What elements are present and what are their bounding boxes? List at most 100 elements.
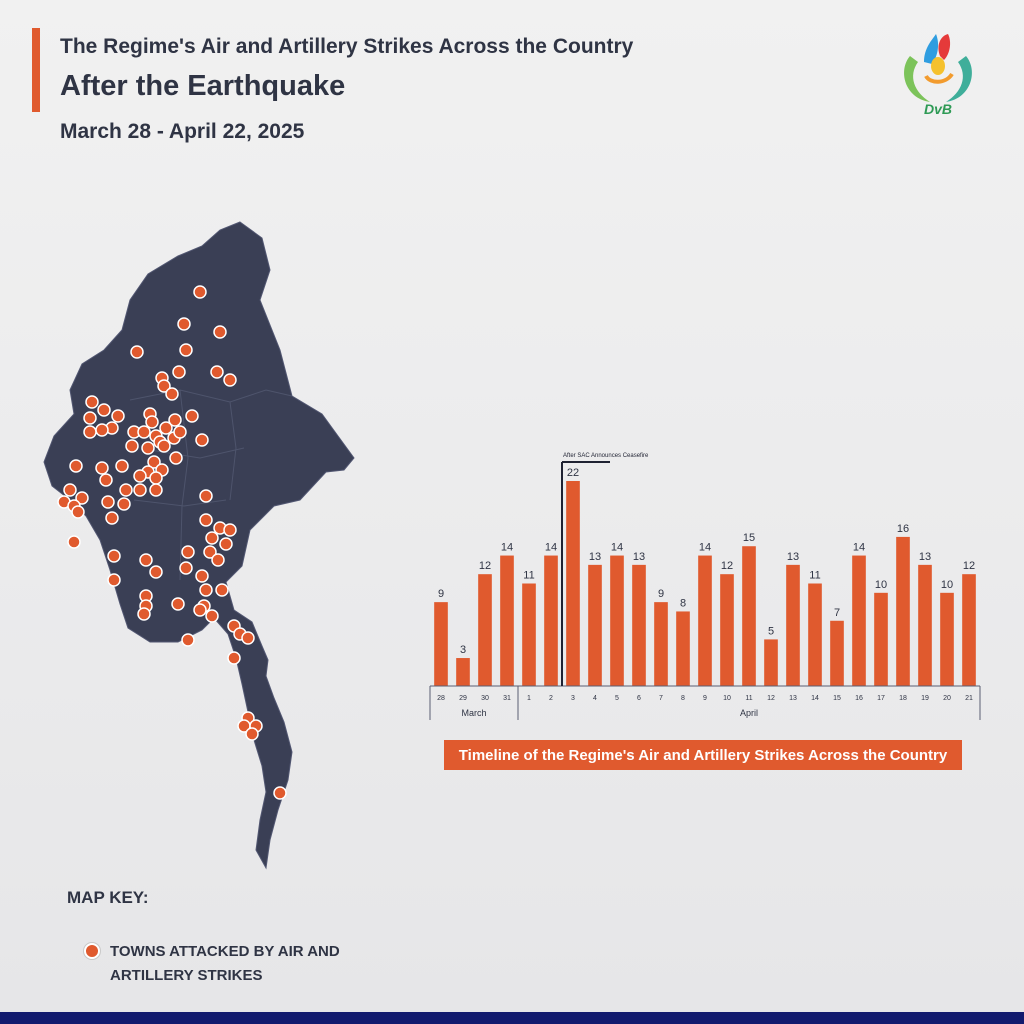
- value-label: 10: [941, 579, 953, 591]
- date-range: March 28 - April 22, 2025: [60, 120, 305, 143]
- town-marker: [85, 395, 99, 409]
- map-key-title: MAP KEY:: [67, 888, 149, 907]
- town-marker: [67, 535, 81, 549]
- tick-label: 3: [571, 695, 575, 702]
- town-marker: [185, 409, 199, 423]
- value-label: 14: [545, 542, 557, 554]
- ceasefire-annotation: After SAC Announces Ceasefire: [561, 453, 649, 686]
- value-label: 12: [479, 560, 491, 572]
- town-marker: [141, 441, 155, 455]
- tick-label: 28: [437, 695, 445, 702]
- town-marker: [75, 491, 89, 505]
- value-label: 5: [768, 625, 774, 637]
- bar-12: [764, 639, 778, 686]
- value-label: 16: [897, 523, 909, 535]
- bar-18: [896, 536, 910, 686]
- value-label: 14: [699, 542, 711, 554]
- town-marker: [177, 317, 191, 331]
- svg-text:DvB: DvB: [924, 101, 952, 117]
- value-label: 7: [834, 607, 840, 619]
- town-marker: [168, 413, 182, 427]
- town-marker: [157, 379, 171, 393]
- tick-label: 19: [921, 695, 929, 702]
- bars-group: [434, 481, 976, 686]
- town-marker: [149, 565, 163, 579]
- town-markers: [57, 285, 287, 800]
- town-marker: [117, 497, 131, 511]
- town-marker: [223, 373, 237, 387]
- bar-29: [456, 658, 470, 686]
- tick-label: 10: [723, 695, 731, 702]
- value-label: 13: [787, 551, 799, 563]
- tick-label: 9: [703, 695, 707, 702]
- town-marker: [273, 786, 287, 800]
- town-marker: [99, 473, 113, 487]
- town-marker: [195, 433, 209, 447]
- town-marker: [105, 511, 119, 525]
- bar-1: [522, 583, 536, 686]
- group-label: April: [740, 708, 758, 718]
- value-label: 9: [438, 588, 444, 600]
- value-label: 14: [853, 542, 865, 554]
- bar-11: [742, 546, 756, 686]
- tick-label: 12: [767, 695, 775, 702]
- town-marker: [133, 469, 147, 483]
- value-label: 9: [658, 588, 664, 600]
- title-line-1: The Regime's Air and Artillery Strikes A…: [60, 35, 634, 58]
- myanmar-map: [43, 221, 355, 870]
- bar-16: [852, 555, 866, 686]
- value-label: 13: [633, 551, 645, 563]
- bar-20: [940, 592, 954, 686]
- x-axis: 28 29 30 31 1 2 3 4 5 6 7 8 9 10 11 12 13 14 15 16 17 18 19 20 2…: [429, 685, 981, 720]
- town-marker: [159, 421, 173, 435]
- tick-label: 2: [549, 695, 553, 702]
- map-key-marker-icon: [84, 943, 100, 959]
- town-marker: [149, 471, 163, 485]
- town-marker: [157, 439, 171, 453]
- map-key-label: TOWNS ATTACKED BY AIR AND ARTILLERY STRI…: [110, 943, 340, 984]
- group-label: March: [461, 708, 486, 718]
- title-accent-bar: [32, 28, 40, 112]
- value-label: 14: [611, 542, 623, 554]
- town-marker: [119, 483, 133, 497]
- bar-30: [478, 574, 492, 686]
- town-marker: [179, 561, 193, 575]
- tick-label: 5: [615, 695, 619, 702]
- bar-9: [698, 555, 712, 686]
- bar-28: [434, 602, 448, 686]
- town-marker: [133, 483, 147, 497]
- value-label: 11: [523, 570, 534, 582]
- tick-label: 14: [811, 695, 819, 702]
- town-marker: [115, 459, 129, 473]
- value-label: 10: [875, 579, 887, 591]
- map-regions: [43, 221, 355, 870]
- bar-19: [918, 564, 932, 686]
- town-marker: [172, 365, 186, 379]
- town-marker: [210, 365, 224, 379]
- town-marker: [169, 451, 183, 465]
- town-marker: [137, 425, 151, 439]
- tick-label: 17: [877, 695, 885, 702]
- value-label: 3: [460, 644, 466, 656]
- bar-21: [962, 574, 976, 686]
- tick-label: 31: [503, 695, 511, 702]
- town-marker: [241, 631, 255, 645]
- dvb-logo: DvB: [904, 34, 972, 117]
- title-line-2: After the Earthquake: [60, 70, 346, 102]
- town-marker: [147, 455, 161, 469]
- town-marker: [245, 727, 259, 741]
- town-marker: [203, 545, 217, 559]
- bar-3: [566, 481, 580, 686]
- town-marker: [181, 545, 195, 559]
- town-marker: [195, 569, 209, 583]
- town-marker: [213, 325, 227, 339]
- town-marker: [107, 549, 121, 563]
- town-marker: [193, 603, 207, 617]
- value-label: 13: [589, 551, 601, 563]
- town-marker: [205, 609, 219, 623]
- town-marker: [179, 343, 193, 357]
- town-marker: [193, 285, 207, 299]
- value-label: 11: [809, 570, 820, 582]
- tick-label: 30: [481, 695, 489, 702]
- bar-14: [808, 583, 822, 686]
